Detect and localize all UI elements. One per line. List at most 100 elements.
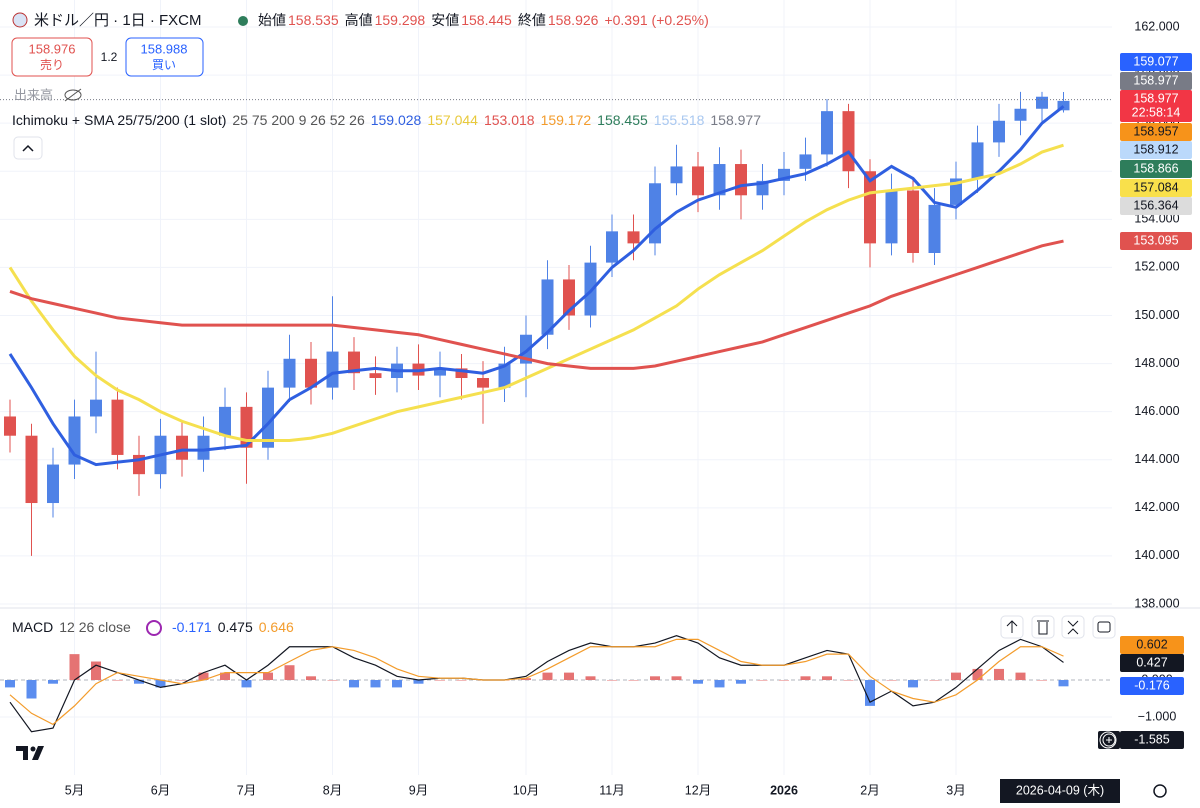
candle-body xyxy=(4,416,16,436)
indicator-value: 153.018 xyxy=(484,112,535,128)
sma-line xyxy=(8,143,1064,443)
x-tick-label: 5月 xyxy=(65,783,84,797)
tags: 159.077158.977158.97722:58:14158.957158.… xyxy=(1000,53,1192,803)
macd-line xyxy=(9,635,1064,733)
macd-hist-bar xyxy=(908,680,918,688)
macd-tag-label: 0.427 xyxy=(1136,655,1167,669)
maximize-icon[interactable] xyxy=(1097,621,1111,633)
indicator-value: 158.977 xyxy=(710,112,761,128)
candle-body xyxy=(971,142,984,179)
macd-hist-bar xyxy=(69,654,80,681)
collapse-pane-icon[interactable] xyxy=(1067,620,1079,635)
macd-hist-bar xyxy=(693,680,703,684)
ohlc-label: 始値 xyxy=(258,12,286,28)
eye-slash[interactable] xyxy=(64,88,82,102)
macd-line-value: 0.475 xyxy=(218,619,253,635)
collapse-pane-button[interactable] xyxy=(1061,615,1085,639)
up-icon[interactable] xyxy=(1006,620,1018,633)
eye-icon[interactable] xyxy=(64,88,82,102)
candle-body xyxy=(799,154,812,169)
buy-button[interactable] xyxy=(125,37,204,77)
delete-button[interactable] xyxy=(1031,615,1055,639)
sell-button[interactable] xyxy=(11,37,93,77)
x-tick-label: 2026 xyxy=(770,783,798,797)
candle-body xyxy=(627,231,640,244)
macd-hist-bar xyxy=(134,680,144,684)
macd-tag-label: -1.585 xyxy=(1134,732,1169,746)
buy-price[interactable]: 158.988 xyxy=(141,41,188,56)
macd-hist-bar xyxy=(220,672,230,681)
eye-outline[interactable] xyxy=(64,89,82,101)
x-tick-label: 3月 xyxy=(946,783,965,797)
collapse-icon[interactable] xyxy=(22,144,34,152)
macd-hist-bar xyxy=(456,680,467,681)
macd-hist-bar xyxy=(951,672,961,681)
price-tag-label: 157.084 xyxy=(1133,180,1178,194)
macd-hist-bar xyxy=(972,668,983,681)
maximize-button[interactable] xyxy=(1092,615,1116,639)
candle-body xyxy=(305,358,317,388)
price-tag xyxy=(1120,53,1192,71)
macd-hist-bar xyxy=(736,680,746,684)
price-tag-label: 156.364 xyxy=(1133,198,1178,212)
price-tag xyxy=(1120,90,1192,122)
macd-hist-bar xyxy=(714,680,725,688)
candle-body xyxy=(821,111,833,155)
ohlc-value: 159.298 xyxy=(375,12,426,28)
collapse-button[interactable] xyxy=(13,136,43,160)
macd-source-icon[interactable] xyxy=(146,620,162,636)
price-tag xyxy=(1120,232,1192,250)
y-tick-label: 148.000 xyxy=(1134,356,1179,370)
candle-body xyxy=(240,406,253,448)
candle-body xyxy=(584,262,597,316)
trash-icon[interactable] xyxy=(1037,620,1049,635)
price-tag-label: 153.095 xyxy=(1133,233,1178,247)
indicator-value: 158.455 xyxy=(597,112,648,128)
macd-hist-bar xyxy=(392,680,402,688)
sma-line xyxy=(8,105,1065,467)
macd-hist-bar xyxy=(1037,680,1047,681)
macd-hist-bar xyxy=(886,680,897,681)
macd-tag-label: -0.176 xyxy=(1134,678,1169,692)
spread: 1.2 xyxy=(101,50,118,64)
macd-hist-bar xyxy=(177,680,187,681)
y-tick-label: 146.000 xyxy=(1134,404,1179,418)
plus-icon xyxy=(1102,733,1116,747)
countdown: 22:58:14 xyxy=(1132,105,1181,119)
sell-label[interactable]: 売り xyxy=(40,57,64,72)
candle-body xyxy=(842,111,855,172)
macd-hist-bar xyxy=(48,680,58,684)
macd-values: -0.171 0.475 0.646 xyxy=(172,619,294,635)
x-tick-label: 9月 xyxy=(409,783,428,797)
candle-body xyxy=(864,171,876,244)
macd-tag-label: 0.602 xyxy=(1136,637,1167,651)
change: +0.391 (+0.25%) xyxy=(604,12,708,28)
candle-body xyxy=(434,368,446,376)
macd-params: 12 26 close xyxy=(59,619,131,635)
x-tick-label: 10月 xyxy=(513,783,539,797)
ohlc-label: 高値 xyxy=(345,12,373,28)
settings-icon[interactable] xyxy=(1153,784,1167,798)
indicator-params: 25 75 200 9 26 52 26 xyxy=(232,112,365,128)
candle-body xyxy=(455,368,468,379)
candle-body xyxy=(262,387,274,448)
candle-body xyxy=(219,406,231,436)
macd-hist-bar xyxy=(155,680,166,688)
macd-hist-bar xyxy=(800,676,811,681)
macd-hist-bar xyxy=(112,680,123,681)
pane-toolbar[interactable] xyxy=(1000,615,1116,639)
header: 米ドル／円 · 1日 · FXCM xyxy=(34,12,202,29)
indicator-value: 159.028 xyxy=(371,112,422,128)
macd-hist-bar xyxy=(306,676,316,681)
y-tick-label: 138.000 xyxy=(1134,596,1179,610)
candle-body xyxy=(1057,100,1070,111)
candle-body xyxy=(326,351,339,388)
buy-label[interactable]: 買い xyxy=(152,58,176,72)
volume-label: 出来高 xyxy=(14,87,53,102)
macd-hist-bar xyxy=(91,661,101,681)
sell-price[interactable]: 158.976 xyxy=(29,41,76,56)
marks xyxy=(0,91,1112,733)
indicator-label: Ichimoku + SMA 25/75/200 (1 slot) xyxy=(12,112,226,128)
